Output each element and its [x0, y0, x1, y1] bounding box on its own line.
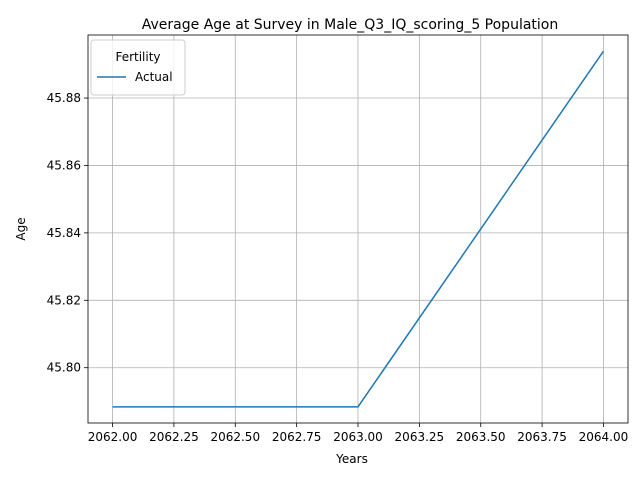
x-tick-label: 2063.75	[517, 430, 567, 444]
x-tick-label: 2062.00	[88, 430, 138, 444]
x-tick-label: 2063.25	[395, 430, 445, 444]
x-tick-label: 2062.25	[149, 430, 199, 444]
legend-title: Fertility	[115, 50, 160, 64]
y-tick-label: 45.88	[47, 91, 81, 105]
legend-box	[91, 40, 185, 95]
y-tick-label: 45.86	[47, 158, 81, 172]
x-axis-label: Years	[335, 452, 368, 466]
x-tick-label: 2063.50	[456, 430, 506, 444]
y-tick-label: 45.80	[47, 361, 81, 375]
chart-title: Average Age at Survey in Male_Q3_IQ_scor…	[142, 17, 558, 33]
x-tick-label: 2062.75	[272, 430, 322, 444]
x-tick-label: 2063.00	[333, 430, 383, 444]
x-tick-label: 2062.50	[210, 430, 260, 444]
legend-label-actual: Actual	[135, 70, 173, 84]
x-tick-label: 2064.00	[579, 430, 629, 444]
x-axis: 2062.00 2062.25 2062.50 2062.75 2063.00 2063.…	[88, 423, 629, 444]
legend: Fertility Actual	[91, 40, 185, 95]
y-tick-label: 45.84	[47, 226, 81, 240]
y-axis-label: Age	[14, 217, 28, 240]
y-tick-label: 45.82	[47, 293, 81, 307]
y-axis: 45.80 45.82 45.84 45.86 45.88	[47, 91, 88, 375]
